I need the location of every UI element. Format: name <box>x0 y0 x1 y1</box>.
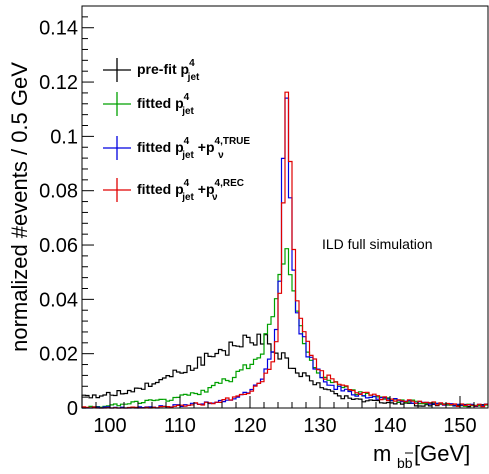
series-1-line <box>81 333 488 408</box>
axis-layer: 100 110 120 130 140 150 0 0.02 0.04 0.06 0.08 0.1 0.… <box>39 16 489 437</box>
x-tick-label: 100 <box>93 415 126 437</box>
legend-entry-1: pre-fit p4 jet <box>137 58 200 83</box>
x-tick-label: 130 <box>303 415 336 437</box>
x-tick-label: 110 <box>164 415 196 437</box>
plot-frame <box>81 5 489 409</box>
y-axis-label: normalized #events / 0.5 GeV <box>7 62 32 352</box>
y-tick-label: 0.02 <box>39 344 78 366</box>
annotation-text: ILD full simulation <box>322 236 433 252</box>
x-tick-label: 150 <box>443 415 476 437</box>
x-tick-label: 140 <box>373 415 406 437</box>
legend: pre-fit p4 jet fitted p4 jet fitted p4 jet +p… <box>103 58 250 203</box>
legend-entry-4: fitted p4 jet +p4,REC ν <box>137 178 244 203</box>
y-tick-label: 0.04 <box>39 289 78 311</box>
x-axis-label-sub: bb <box>397 455 413 471</box>
x-axis-label-main: m <box>373 441 391 466</box>
y-tick-label: 0 <box>67 398 78 420</box>
y-tick-label: 0.06 <box>39 235 78 257</box>
x-axis-label-unit: [GeV] <box>414 441 470 466</box>
legend-entry-3: fitted p4 jet +p4,TRUE ν <box>137 136 250 161</box>
y-tick-label: 0.12 <box>39 72 78 94</box>
legend-entry-2: fitted p4 jet <box>137 92 195 117</box>
y-tick-label: 0.14 <box>39 18 78 40</box>
y-tick-label: 0.08 <box>39 181 78 203</box>
y-tick-label: 0.1 <box>50 126 78 148</box>
x-tick-label: 120 <box>233 415 266 437</box>
x-axis-label: m bb [GeV] <box>373 441 470 471</box>
